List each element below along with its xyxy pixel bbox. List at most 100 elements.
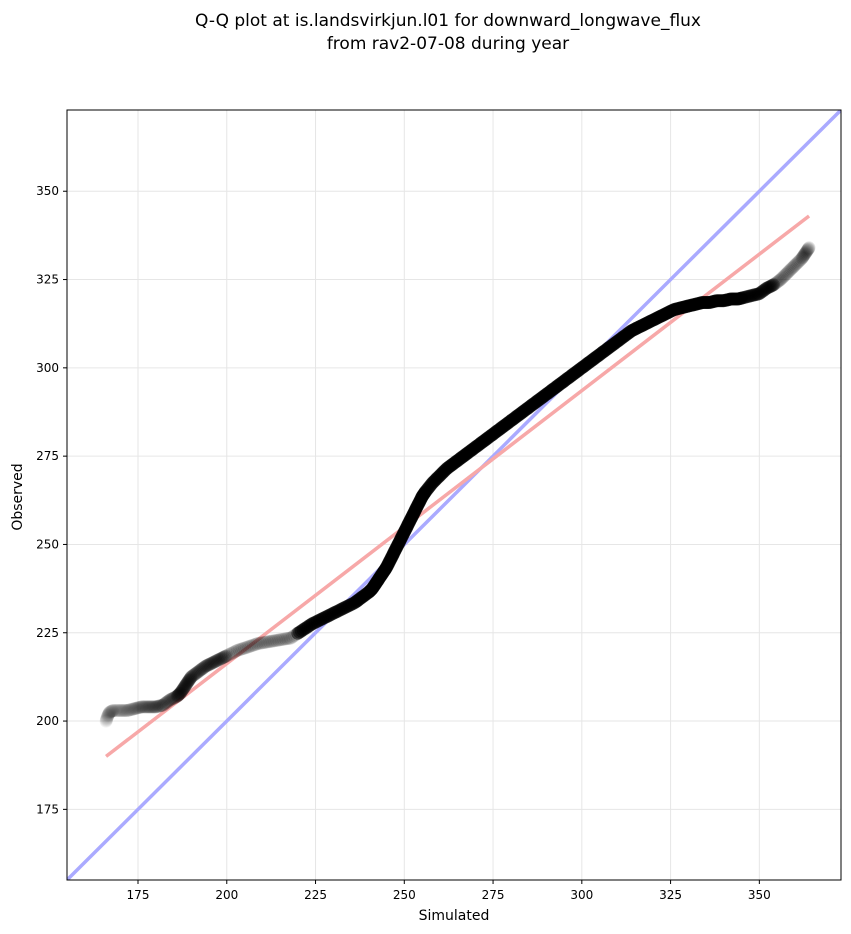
qq-point [225, 646, 239, 660]
qq-point [174, 685, 188, 699]
qq-point [159, 696, 173, 709]
qq-point [125, 702, 139, 716]
qq-point [765, 278, 779, 292]
qq-point [171, 689, 185, 703]
qq-point [129, 701, 143, 715]
qq-point [752, 287, 766, 301]
qq-point [204, 656, 218, 670]
qq-point [135, 700, 149, 714]
qq-point [165, 692, 179, 706]
qq-point [232, 643, 246, 657]
qq-point [252, 636, 266, 650]
qq-point [799, 245, 813, 259]
y-tick-label: 175 [36, 802, 59, 816]
qq-point [777, 269, 791, 283]
qq-point [114, 704, 128, 717]
qq-point [116, 704, 130, 717]
qq-point [255, 636, 269, 650]
qq-point [788, 258, 802, 272]
qq-point [229, 644, 243, 658]
qq-point [773, 273, 786, 287]
qq-point [178, 680, 192, 694]
qq-point [791, 255, 805, 269]
qq-point [104, 704, 118, 718]
qq-point [118, 704, 132, 717]
qq-point [181, 675, 195, 689]
qq-point [801, 243, 815, 256]
qq-point [136, 700, 150, 714]
qq-point [199, 659, 212, 673]
x-tick-label: 175 [127, 888, 150, 902]
qq-point [181, 674, 195, 688]
y-tick-label: 200 [36, 714, 59, 728]
qq-point [172, 687, 186, 701]
qq-point [120, 704, 134, 717]
qq-point [103, 705, 117, 719]
qq-point [117, 704, 131, 717]
qq-point [193, 664, 207, 678]
qq-point [158, 696, 172, 710]
qq-point [264, 634, 278, 648]
qq-point [148, 700, 162, 714]
x-tick-label: 300 [570, 888, 593, 902]
qq-point [759, 281, 773, 295]
qq-point [187, 668, 201, 682]
qq-point [259, 635, 273, 649]
qq-point [273, 633, 287, 647]
qq-point [195, 662, 209, 676]
qq-point [277, 632, 291, 646]
qq-point [132, 701, 146, 714]
qq-point [266, 634, 280, 648]
qq-point [180, 676, 194, 690]
qq-point [784, 262, 798, 276]
qq-point [783, 263, 797, 277]
qq-point [102, 706, 116, 720]
qq-point [739, 290, 753, 304]
qq-point [222, 648, 235, 662]
qq-point [119, 704, 133, 717]
qq-point [100, 711, 114, 725]
qq-point [126, 702, 140, 716]
qq-point [124, 703, 138, 717]
qq-point [216, 651, 230, 664]
qq-point [786, 261, 799, 275]
qq-point [758, 282, 772, 296]
qq-point [262, 635, 276, 649]
y-tick-label: 225 [36, 626, 59, 640]
qq-point [182, 673, 196, 687]
qq-point [164, 692, 178, 706]
qq-point [184, 670, 198, 684]
chart-title: Q-Q plot at is.landsvirkjun.l01 for down… [195, 11, 701, 31]
qq-point [230, 643, 244, 657]
identity-line [67, 110, 841, 880]
qq-point [280, 632, 294, 646]
qq-point [178, 679, 192, 693]
qq-point [167, 691, 180, 705]
qq-point [146, 700, 160, 714]
x-tick-label: 225 [304, 888, 327, 902]
qq-point [190, 666, 204, 679]
qq-point [175, 683, 189, 697]
qq-point [109, 704, 122, 717]
qq-point [245, 639, 259, 653]
qq-point [183, 672, 197, 686]
qq-point [101, 708, 115, 722]
qq-point [762, 280, 776, 294]
qq-point [188, 667, 202, 681]
x-tick-label: 200 [215, 888, 238, 902]
qq-point [756, 284, 770, 298]
qq-point [771, 274, 785, 288]
qq-point [185, 669, 199, 683]
qq-point [763, 280, 777, 294]
qq-point [761, 281, 775, 295]
qq-point [177, 681, 191, 694]
qq-point [770, 275, 784, 289]
qq-point [174, 686, 188, 700]
qq-point [227, 645, 241, 659]
qq-point [131, 701, 145, 715]
qq-point [790, 256, 804, 270]
qq-point [173, 686, 187, 700]
qq-point [180, 677, 193, 691]
qq-point [223, 647, 237, 661]
qq-point [738, 290, 752, 304]
